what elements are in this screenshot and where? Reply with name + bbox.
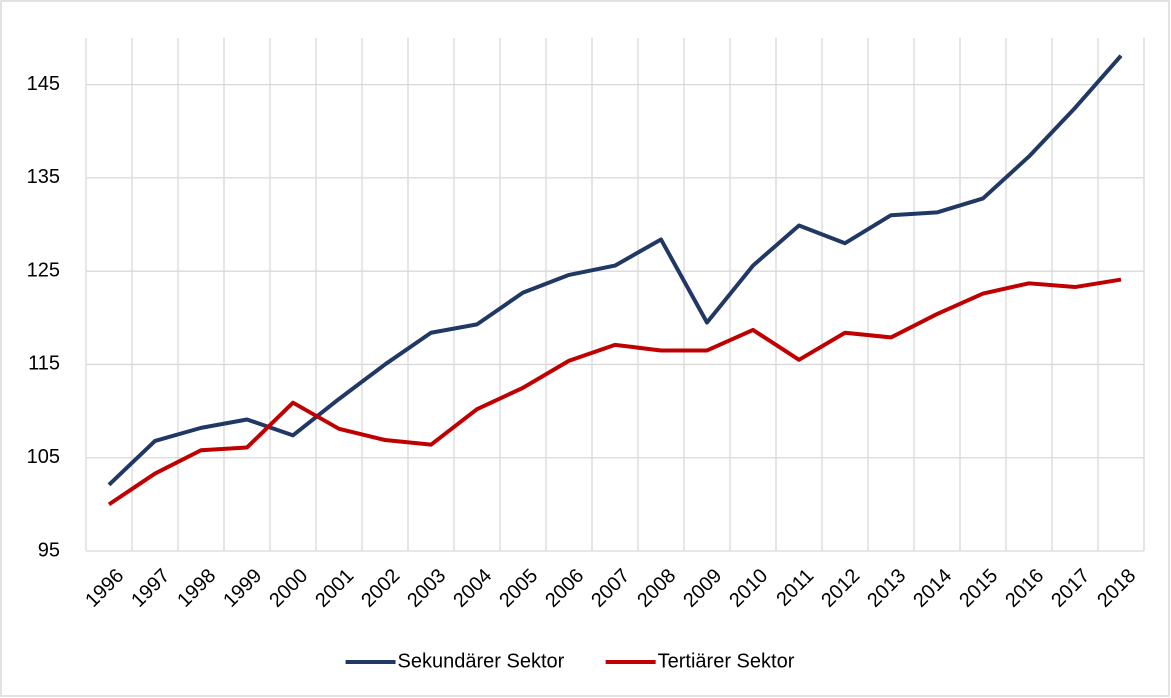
- legend-label: Tertiärer Sektor: [658, 650, 795, 672]
- series-line: [107, 54, 1123, 487]
- legend-label: Sekundärer Sektor: [398, 650, 565, 672]
- y-tick-label: 95: [38, 539, 60, 561]
- y-tick-label: 145: [27, 73, 60, 95]
- y-tick-label: 105: [27, 446, 60, 468]
- y-tick-label: 135: [27, 166, 60, 188]
- y-tick-label: 115: [28, 353, 60, 375]
- series-line: [107, 277, 1122, 507]
- y-tick-label: 125: [27, 259, 60, 281]
